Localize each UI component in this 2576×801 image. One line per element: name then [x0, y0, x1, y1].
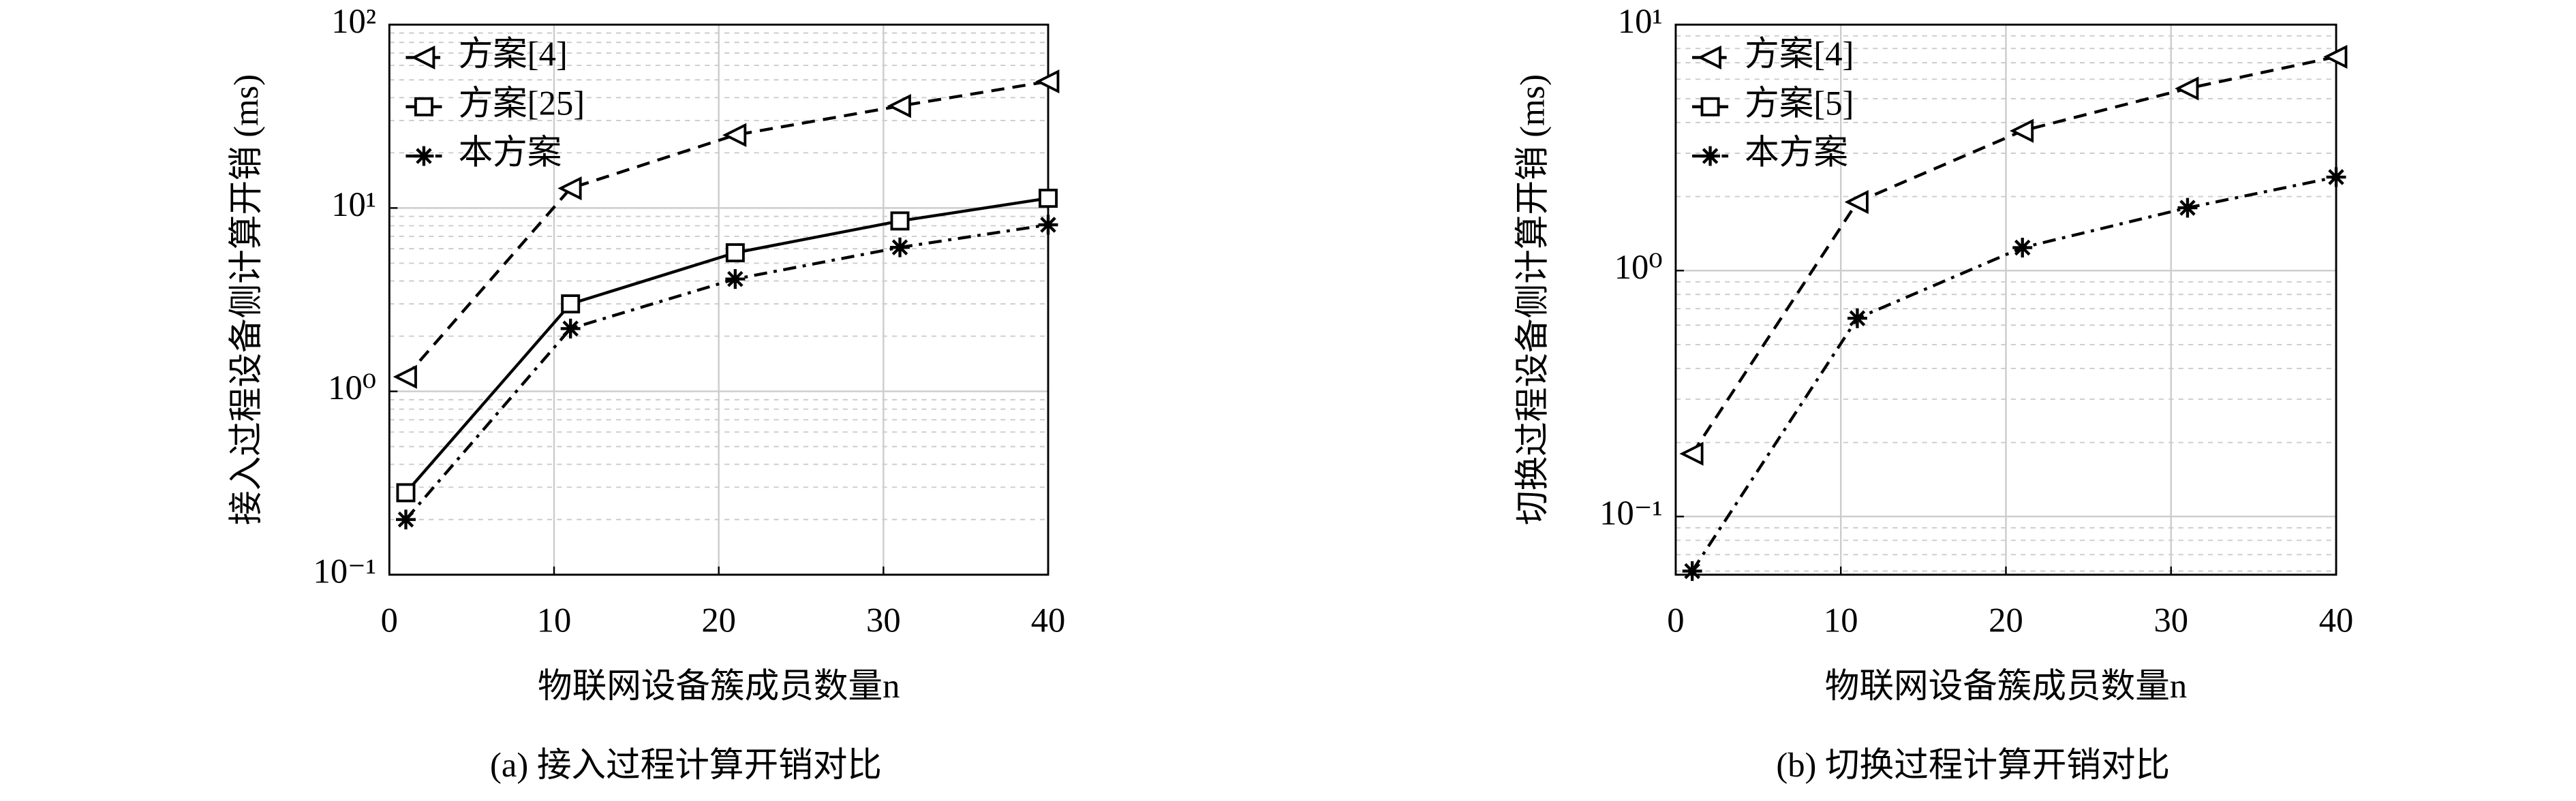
legend-label: 方案[4]: [459, 35, 568, 73]
data-point: [722, 123, 747, 147]
y-tick-label: 10¹: [331, 185, 376, 223]
legend-marker: [1697, 45, 1721, 69]
data-point: [396, 483, 416, 503]
data-point: [393, 364, 417, 389]
data-point: [2326, 167, 2346, 187]
data-point: [1035, 69, 1060, 94]
data-point: [1038, 215, 1058, 235]
legend-label: 方案[25]: [459, 84, 585, 122]
x-tick-label: 10: [537, 601, 572, 640]
x-tick-label: 20: [701, 601, 736, 640]
data-point: [1039, 189, 1058, 208]
x-axis-label: 物联网设备簇成员数量n: [538, 667, 900, 705]
data-point: [561, 294, 581, 314]
data-point: [1679, 441, 1704, 466]
y-tick-label: 10⁻¹: [313, 552, 377, 590]
legend-marker: [414, 97, 433, 116]
legend-label: 方案[5]: [1745, 84, 1854, 122]
y-tick-label: 10¹: [1618, 2, 1663, 40]
y-tick-label: 10⁰: [1614, 248, 1663, 286]
data-point: [890, 211, 910, 231]
x-tick-label: 0: [381, 601, 398, 640]
data-point: [2177, 198, 2198, 218]
data-point: [2012, 238, 2033, 258]
legend-label: 本方案: [459, 134, 562, 172]
x-axis-label: 物联网设备簇成员数量n: [1825, 667, 2187, 705]
data-point: [887, 94, 911, 119]
y-tick-label: 10⁰: [328, 368, 376, 407]
legend-label: 本方案: [1745, 134, 1848, 172]
x-tick-label: 20: [1989, 601, 2023, 640]
y-tick-label: 10⁻¹: [1599, 494, 1663, 532]
plot-frame: [1674, 23, 2337, 576]
data-point: [1682, 561, 1702, 581]
data-point: [725, 269, 746, 289]
data-point: [890, 237, 910, 257]
x-tick-label: 30: [866, 601, 901, 640]
y-tick-label: 10²: [331, 2, 376, 40]
x-tick-label: 0: [1667, 601, 1684, 640]
x-tick-label: 40: [1031, 601, 1066, 640]
series-line: [1691, 175, 2337, 572]
legend-marker: [1700, 97, 1720, 116]
data-point: [1844, 190, 1869, 215]
series-line: [404, 80, 1049, 378]
caption: (a) 接入过程计算开销对比: [490, 746, 882, 784]
legend-marker: [1700, 146, 1721, 166]
caption: (b) 切换过程计算开销对比: [1776, 746, 2170, 784]
x-tick-label: 10: [1824, 601, 1858, 640]
data-point: [396, 509, 416, 530]
x-tick-label: 30: [2153, 601, 2188, 640]
plot-frame: [388, 23, 1049, 576]
legend-label: 方案[4]: [1745, 35, 1854, 73]
data-point: [557, 176, 582, 201]
data-point: [725, 243, 745, 263]
x-tick-label: 40: [2319, 601, 2354, 640]
data-point: [2009, 119, 2034, 143]
y-axis-label: 切换过程设备侧计算开销 (ms): [1514, 74, 1552, 525]
data-point: [560, 318, 581, 339]
data-point: [2175, 76, 2199, 101]
y-axis-label: 接入过程设备侧计算开销 (ms): [227, 74, 265, 525]
legend-marker: [411, 45, 435, 69]
legend-marker: [414, 146, 434, 166]
series-line: [404, 196, 1049, 494]
series-line: [404, 223, 1049, 521]
data-point: [1847, 308, 1867, 328]
data-point: [2323, 44, 2348, 69]
